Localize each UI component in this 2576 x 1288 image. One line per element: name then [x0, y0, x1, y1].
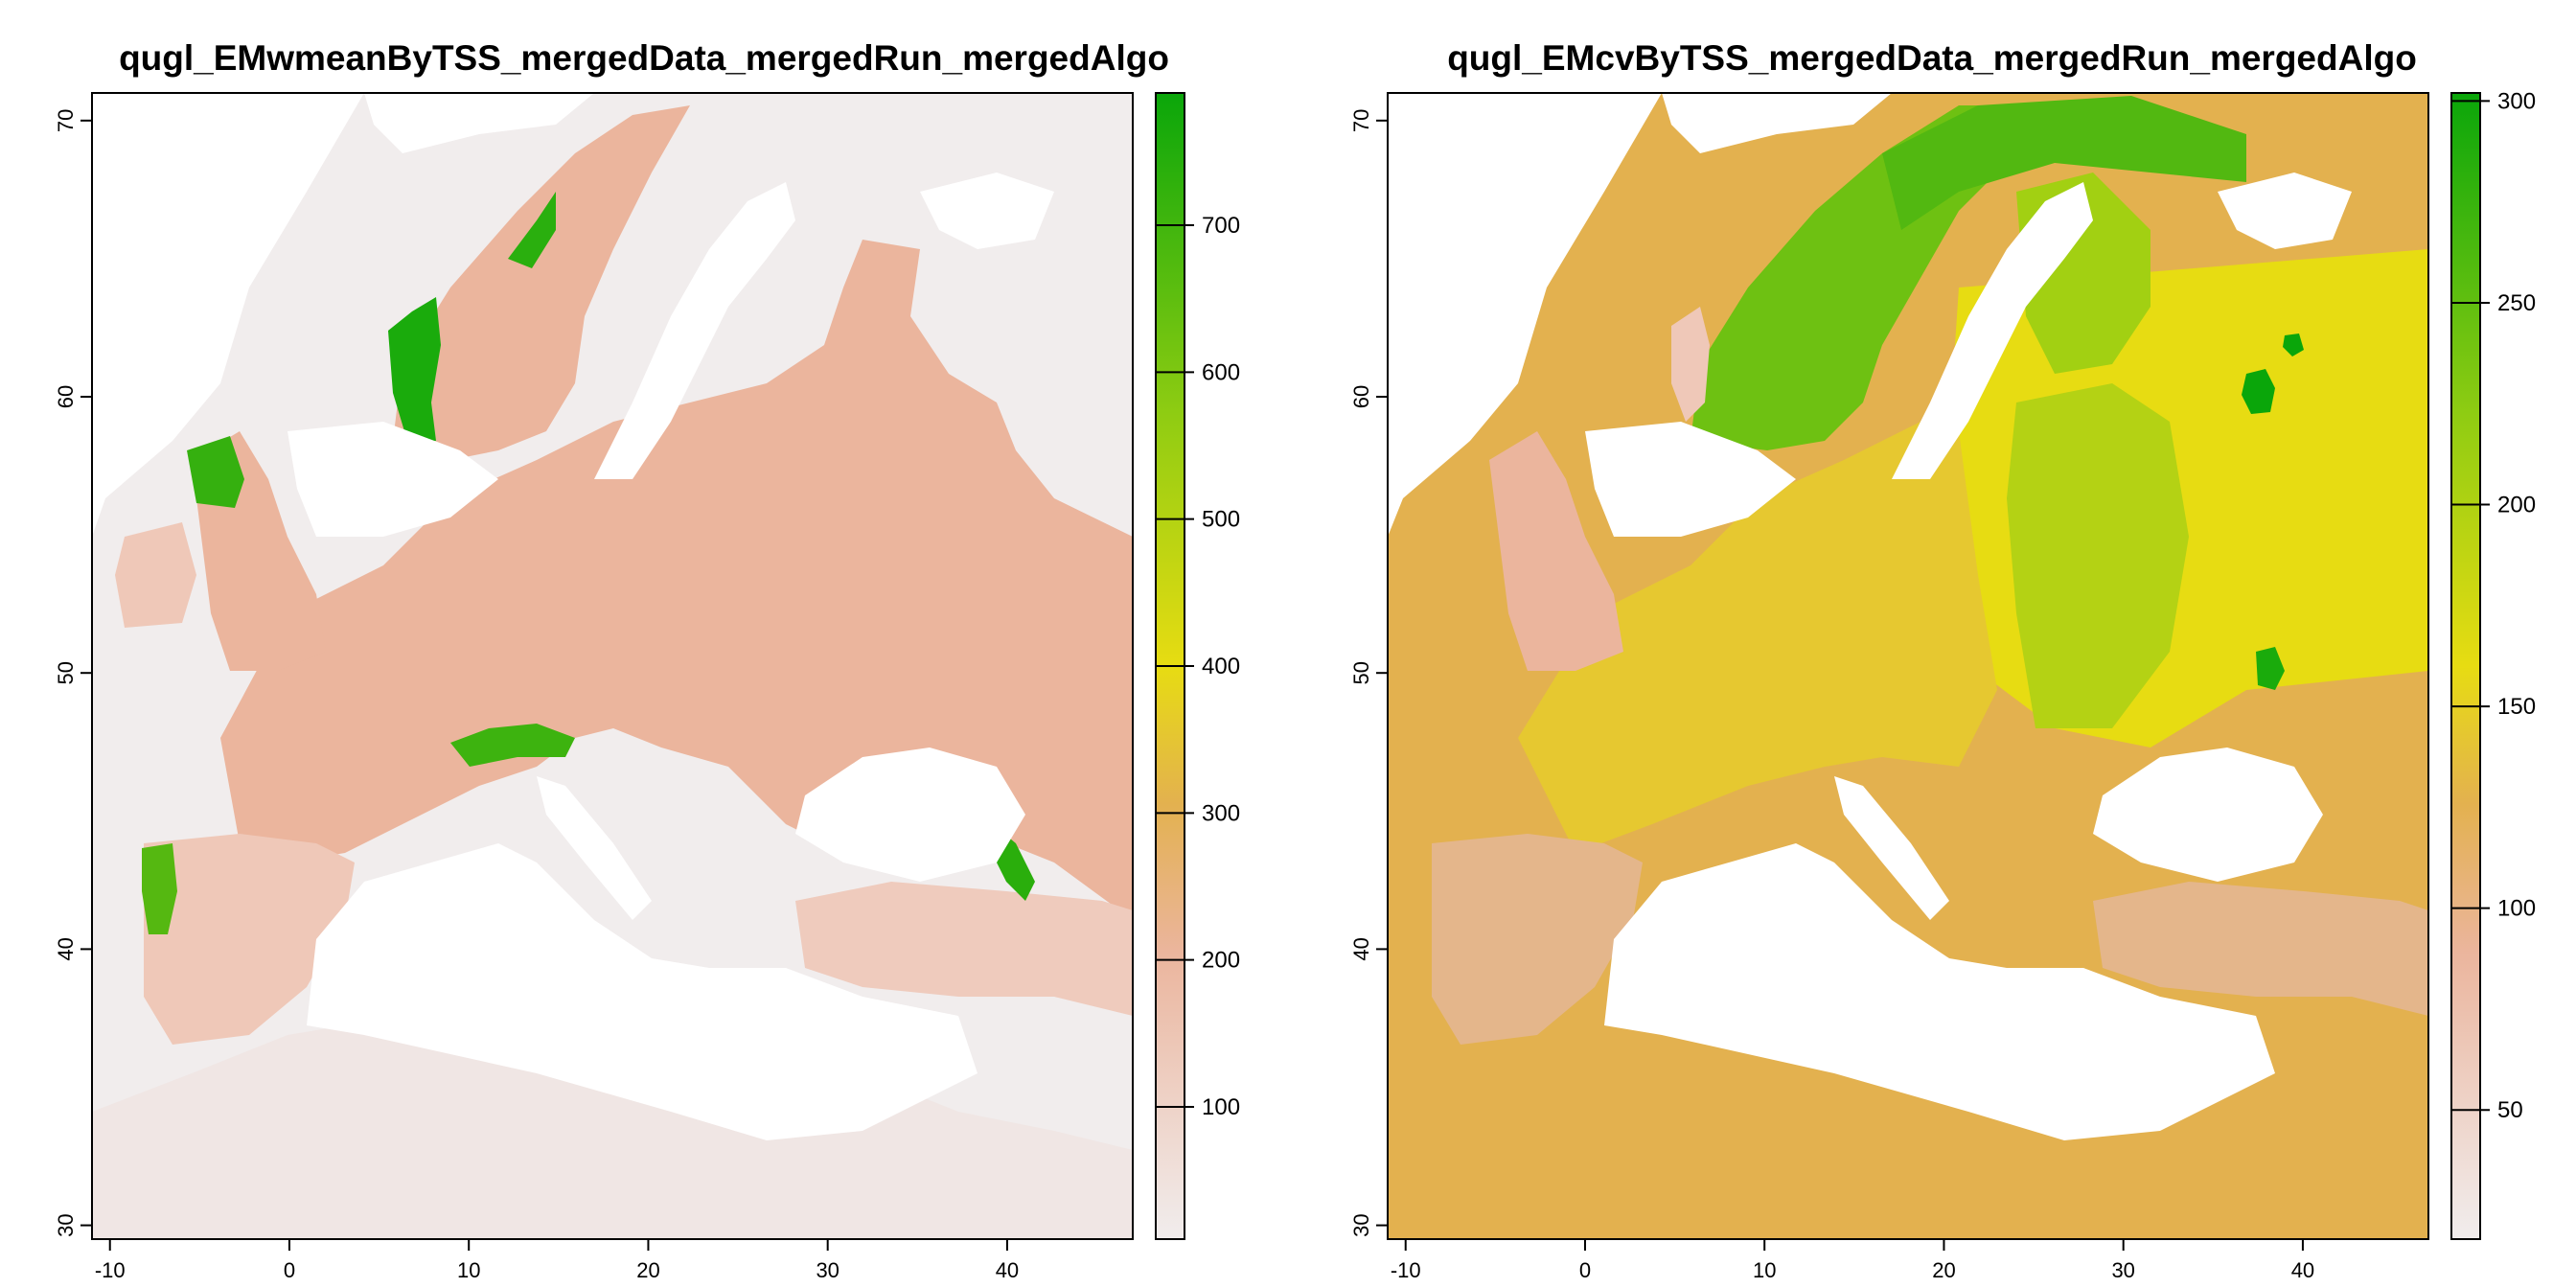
x-tick-label: 0	[284, 1258, 295, 1282]
axes: -10 0 10 20 30 40 30 40 50 60 70	[54, 109, 1019, 1282]
land-north-africa	[92, 1016, 1133, 1239]
y-tick-label: 50	[1349, 661, 1373, 684]
sea-arctic	[364, 93, 594, 153]
map-panel-wmean: qugl_EMwmeanByTSS_mergedData_mergedRun_m…	[54, 38, 1240, 1282]
sea-north	[1585, 422, 1796, 537]
sea-baltic	[594, 182, 795, 479]
map-title: qugl_EMwmeanByTSS_mergedData_mergedRun_m…	[119, 38, 1169, 78]
legend-tick-label: 700	[1202, 213, 1240, 239]
legend-tick-label: 100	[1202, 1094, 1240, 1120]
sea-adriatic	[1834, 776, 1949, 920]
x-tick-label: 10	[457, 1258, 480, 1282]
sea-white	[920, 172, 1054, 249]
map-panel-cv: qugl_EMcvByTSS_mergedData_mergedRun_merg…	[1288, 0, 2576, 1288]
legend-tick-label: 600	[1202, 359, 1240, 385]
y-tick-label: 70	[1349, 109, 1373, 132]
map-raster	[1388, 93, 2428, 1239]
x-tick-label: 20	[1932, 1258, 1955, 1282]
sea-black	[2093, 748, 2323, 882]
land-scandinavia	[393, 105, 690, 460]
sea-adriatic	[537, 776, 652, 920]
highlands-iberia	[142, 843, 177, 934]
map-title: qugl_EMcvByTSS_mergedData_mergedRun_merg…	[1447, 38, 2417, 78]
sea-black	[795, 748, 1025, 882]
legend-tick-label: 200	[2497, 493, 2536, 518]
legend-ticks: 100 200 300 400 500 600 700	[1156, 213, 1240, 1120]
legend-tick-label: 250	[2497, 290, 2536, 316]
y-tick-label: 40	[54, 937, 78, 960]
land-lapland	[1882, 96, 2246, 230]
sea-baltic	[1892, 182, 2093, 479]
legend-tick-label: 500	[1202, 507, 1240, 533]
x-tick-label: 30	[2111, 1258, 2134, 1282]
x-tick-label: 10	[1753, 1258, 1776, 1282]
land-iberia	[1432, 834, 1643, 1045]
x-tick-label: -10	[1391, 1258, 1421, 1282]
land-iberia	[144, 834, 355, 1045]
x-tick-label: 40	[996, 1258, 1019, 1282]
sea-north	[288, 422, 498, 537]
y-tick-label: 50	[54, 661, 78, 684]
legend-tick-label: 50	[2497, 1097, 2523, 1123]
land-anatolia	[2093, 882, 2428, 1016]
legend-tick-label: 100	[2497, 896, 2536, 922]
x-tick-label: 40	[2291, 1258, 2314, 1282]
sea-atlantic-west	[1388, 93, 1662, 537]
y-tick-label: 30	[1349, 1213, 1373, 1236]
land-belarus	[2007, 383, 2189, 728]
sea-mediterranean	[307, 843, 978, 1140]
land-central-europe	[220, 240, 1133, 920]
y-tick-label: 70	[54, 109, 78, 132]
legend-tick-label: 200	[1202, 948, 1240, 974]
x-tick-label: 20	[636, 1258, 659, 1282]
legend-tick-label: 400	[1202, 654, 1240, 679]
legend-tick-label: 300	[1202, 800, 1240, 826]
map-plot: -10 0 10 20 30 40 30 40 50 60 70 50 100 150 200 250 300	[1349, 88, 2536, 1282]
y-tick-label: 60	[1349, 385, 1373, 408]
x-tick-label: 0	[1579, 1258, 1591, 1282]
land-britain	[1489, 431, 1623, 671]
sea-arctic	[1662, 93, 1892, 153]
hotspot-russia-1	[2242, 369, 2275, 414]
land-scandinavia	[1690, 105, 2055, 450]
land-ireland	[115, 522, 196, 628]
highlands-norway	[388, 297, 441, 441]
legend-tick-label: 150	[2497, 694, 2536, 720]
sea-atlantic-west	[92, 93, 364, 537]
x-tick-label: -10	[95, 1258, 126, 1282]
land-anatolia	[795, 882, 1133, 1016]
highlands-scotland	[187, 436, 244, 508]
highlands-north-norway	[508, 192, 556, 268]
hotspot-ukraine	[2256, 647, 2285, 690]
y-tick-label: 40	[1349, 937, 1373, 960]
axes: -10 0 10 20 30 40 30 40 50 60 70	[1349, 109, 2314, 1282]
legend-colorbar	[2450, 92, 2481, 1240]
x-tick-label: 30	[816, 1258, 839, 1282]
map-plot: -10 0 10 20 30 40 30 40 50 60 70 100 200 300 400 500 60…	[54, 92, 1240, 1282]
land-norway-coast	[1671, 307, 1710, 422]
legend-ticks: 50 100 150 200 250 300	[2451, 88, 2536, 1123]
sea-white	[2218, 172, 2352, 249]
hotspot-russia-2	[2283, 334, 2304, 356]
sea-mediterranean	[1604, 843, 2275, 1140]
y-tick-label: 30	[54, 1213, 78, 1236]
legend-tick-label: 300	[2497, 88, 2536, 114]
map-raster	[92, 93, 1133, 1239]
y-tick-label: 60	[54, 385, 78, 408]
highlands-alps	[450, 724, 575, 767]
land-central-europe	[1518, 422, 1997, 853]
